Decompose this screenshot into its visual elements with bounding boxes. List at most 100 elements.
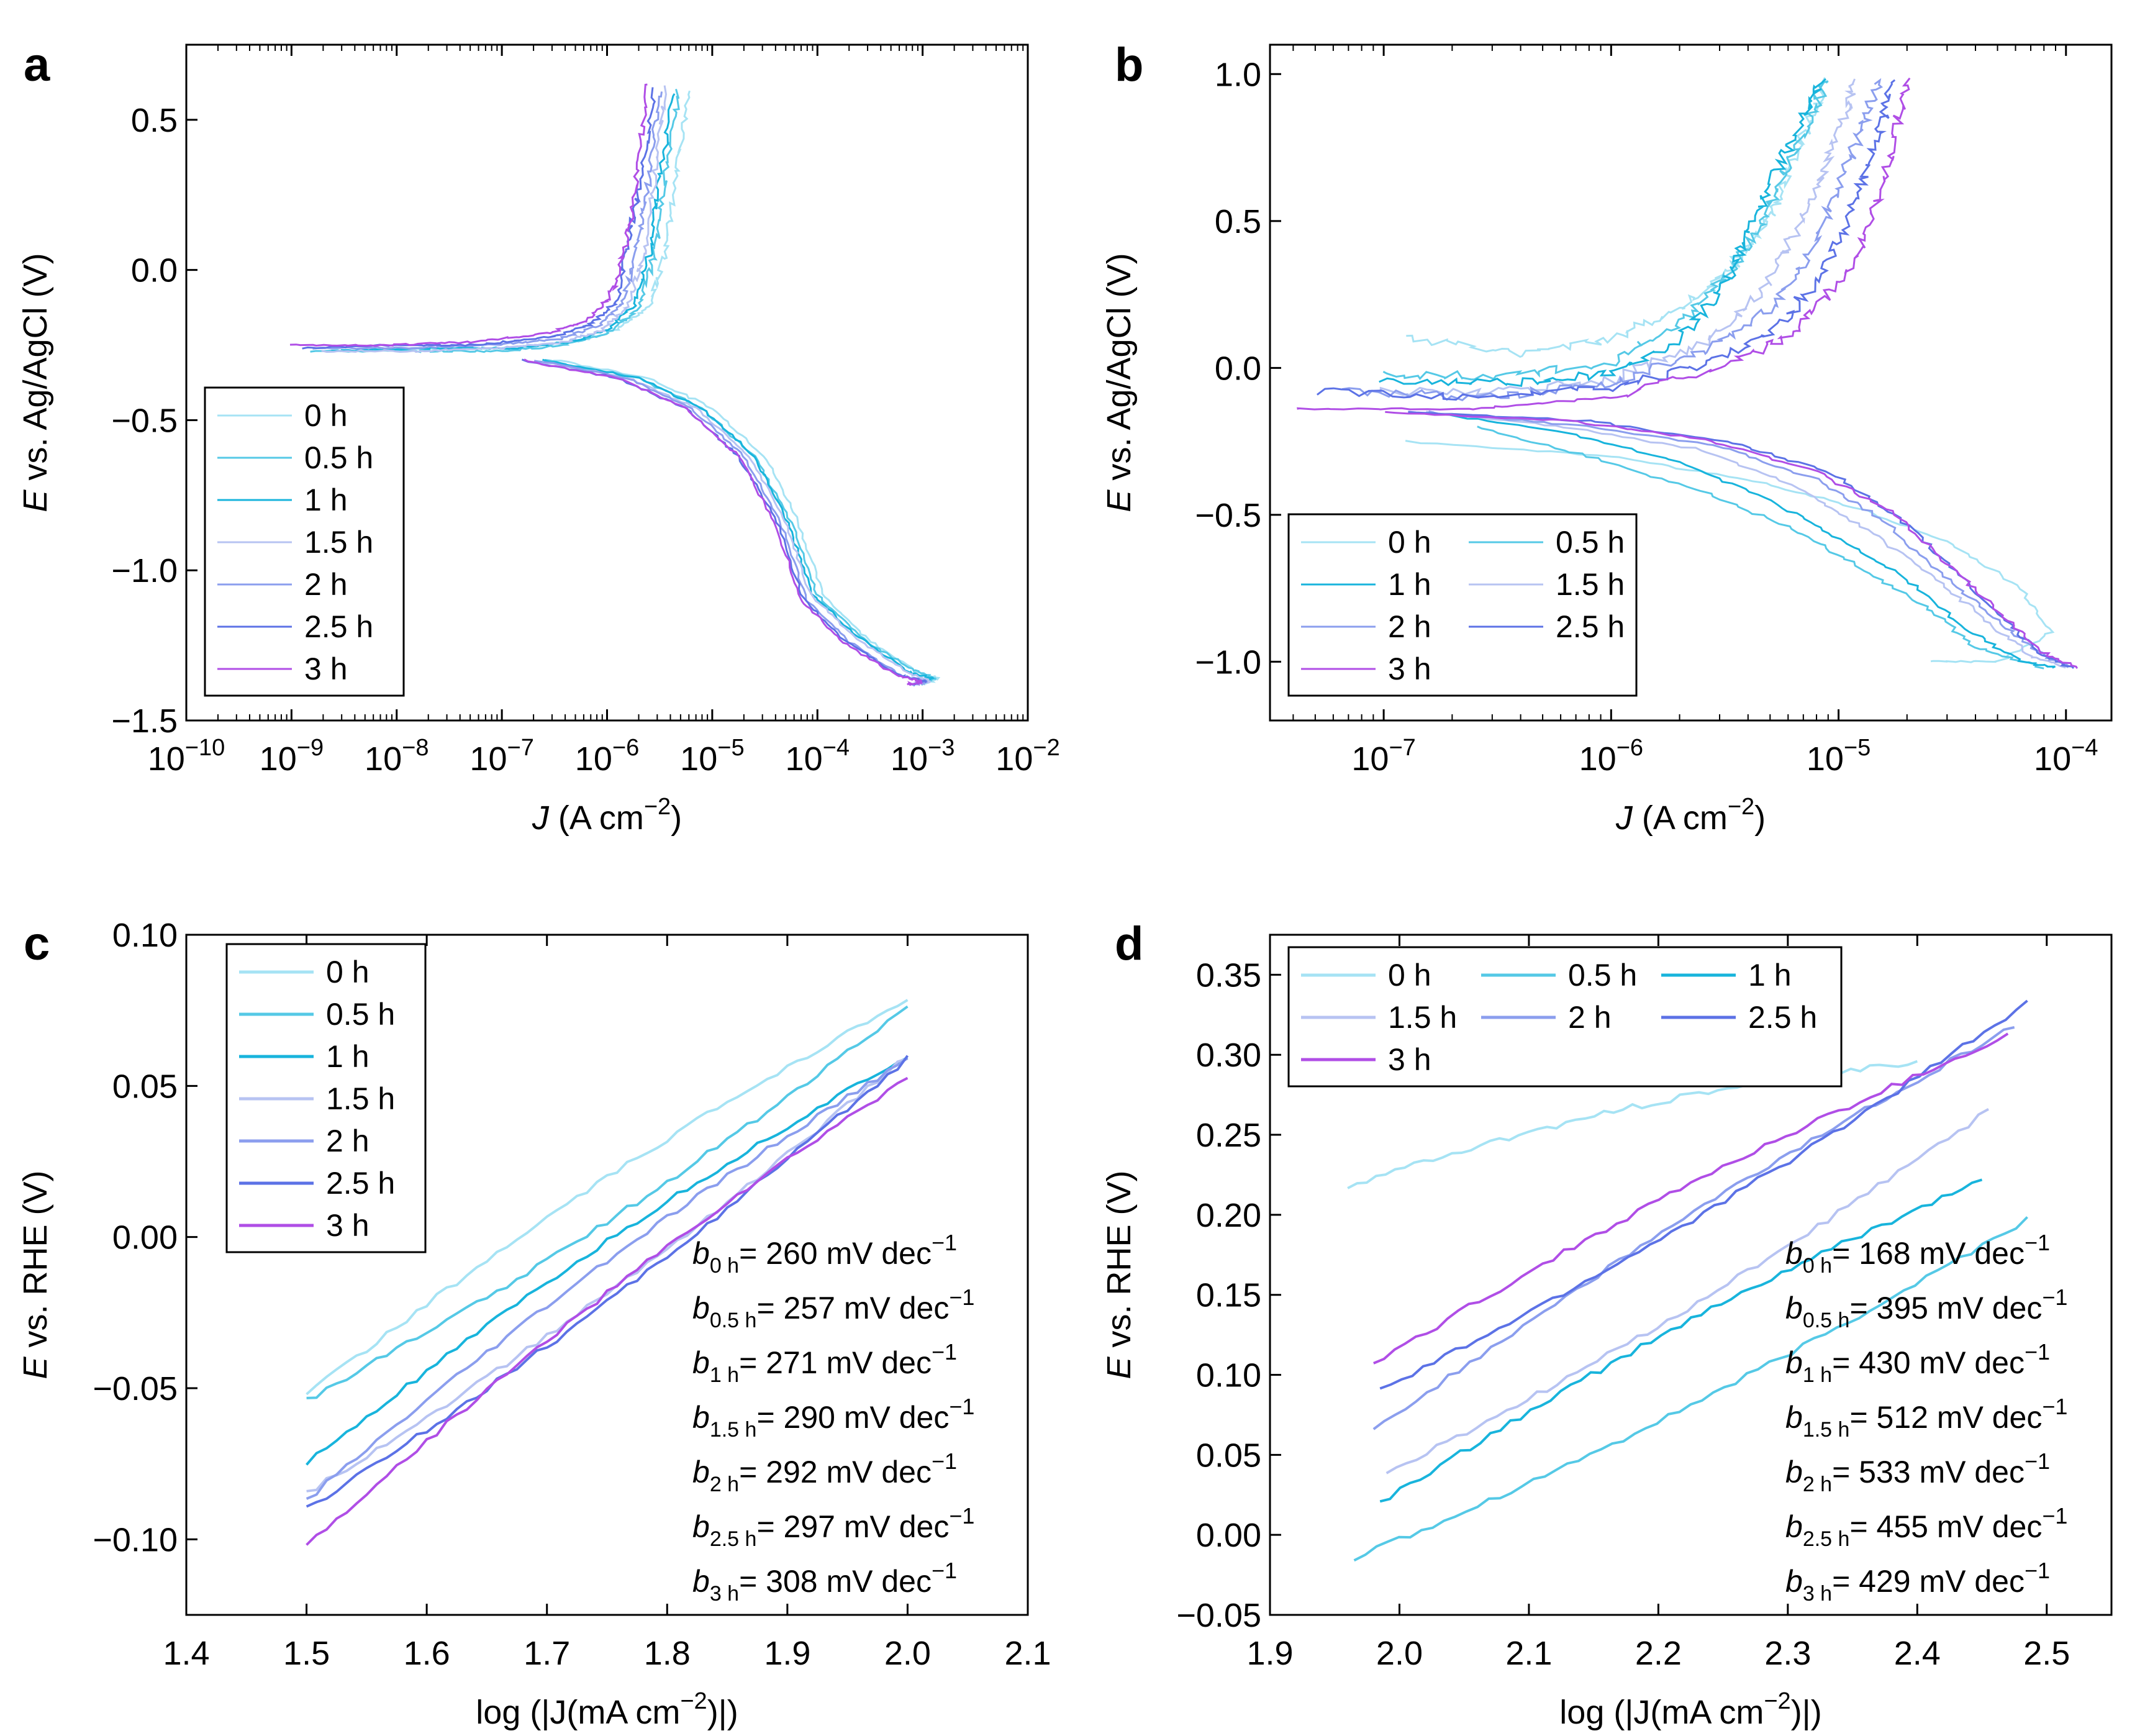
y-tick-label: 0.10 bbox=[112, 917, 178, 954]
tafel-slope-label: b3 h= 429 mV dec−1 bbox=[1785, 1558, 2050, 1606]
legend-label: 0.5 h bbox=[1568, 958, 1637, 993]
x-tick-label: 2.1 bbox=[1004, 1635, 1051, 1672]
series-line-15h bbox=[1385, 1107, 1989, 1475]
legend-label: 2.5 h bbox=[1556, 609, 1625, 644]
tafel-annotations: b0 h= 168 mV dec−1 b0.5 h= 395 mV dec−1 b1… bbox=[1785, 1230, 2067, 1606]
series-line-3h-anodic bbox=[1297, 77, 1911, 411]
x-tick-label: 10−4 bbox=[786, 735, 850, 778]
x-tick-label: 1.8 bbox=[644, 1635, 691, 1672]
chart-panel-d: d 1.9 2.0 2.1 2.2 2.3 2.4 2.5 −0.05 0.00 0.05 0.10 0… bbox=[1100, 917, 2113, 1731]
plot-frame bbox=[1269, 43, 2113, 722]
series-line-2h-cathodic bbox=[533, 360, 928, 687]
legend-box bbox=[1287, 946, 1843, 1088]
x-tick-label: 10−5 bbox=[680, 735, 744, 778]
series-line-25h-anodic bbox=[1316, 79, 1896, 401]
legend-label: 1.5 h bbox=[326, 1081, 395, 1116]
series-line-3h bbox=[306, 1076, 909, 1546]
tafel-slope-label: b2.5 h= 297 mV dec−1 bbox=[692, 1503, 974, 1551]
series-line-05h-anodic bbox=[310, 88, 680, 353]
legend-label: 2 h bbox=[304, 567, 348, 602]
legend-label: 1.5 h bbox=[304, 525, 373, 560]
x-tick-label: 10−4 bbox=[2034, 735, 2098, 778]
y-tick-label: 0.5 bbox=[131, 102, 178, 139]
y-tick-label: 0.5 bbox=[1215, 203, 1261, 240]
series-line-15h-anodic bbox=[321, 85, 668, 353]
series-line-05h-cathodic bbox=[1477, 425, 2044, 670]
x-tick-label: 10−7 bbox=[469, 735, 533, 778]
tafel-slope-label: b2.5 h= 455 mV dec−1 bbox=[1785, 1503, 2067, 1551]
series-line-3h bbox=[1373, 1032, 2009, 1365]
y-tick-label: 0.0 bbox=[131, 252, 178, 289]
y-axis-title: E vs. RHE (V) bbox=[17, 1170, 54, 1379]
panel-label: c bbox=[24, 917, 50, 970]
series-line-0h-cathodic bbox=[1405, 440, 2055, 663]
tafel-slope-label: b3 h= 308 mV dec−1 bbox=[692, 1558, 957, 1606]
series-line-25h-anodic bbox=[302, 87, 656, 350]
x-tick-label: 10−7 bbox=[1351, 735, 1415, 778]
legend-label: 0.5 h bbox=[326, 997, 395, 1032]
x-tick-label: 10−8 bbox=[365, 735, 429, 778]
series-line-1h-cathodic bbox=[1432, 411, 2056, 669]
legend-label: 1 h bbox=[1748, 958, 1792, 993]
tafel-slope-label: b1 h= 430 mV dec−1 bbox=[1785, 1339, 2050, 1387]
legend-label: 3 h bbox=[1388, 1042, 1431, 1077]
x-tick-label: 1.6 bbox=[404, 1635, 450, 1672]
legend-label: 2 h bbox=[326, 1124, 370, 1158]
y-tick-label: −1.5 bbox=[111, 702, 178, 740]
x-axis-title: J (A cm−2) bbox=[1615, 794, 1766, 837]
y-axis-title: E vs. Ag/AgCl (V) bbox=[17, 253, 54, 512]
y-tick-label: 0.30 bbox=[1196, 1037, 1261, 1074]
series-line-2h-cathodic bbox=[1428, 410, 2070, 668]
series-line-25h bbox=[1379, 999, 2028, 1390]
series-line-2h-anodic bbox=[312, 91, 663, 350]
legend-label: 0 h bbox=[326, 955, 370, 989]
x-tick-label: 10−6 bbox=[575, 735, 639, 778]
legend-label: 2.5 h bbox=[304, 609, 373, 644]
tafel-slope-label: b0.5 h= 257 mV dec−1 bbox=[692, 1284, 974, 1332]
x-tick-label: 1.7 bbox=[524, 1635, 570, 1672]
series-line-0h-cathodic bbox=[553, 360, 941, 686]
tafel-slope-label: b1.5 h= 512 mV dec−1 bbox=[1785, 1394, 2067, 1442]
legend: 0 h 0.5 h 1 h 1.5 h 2 h 2.5 h 3 h bbox=[1287, 946, 1843, 1088]
y-tick-label: 0.05 bbox=[112, 1068, 178, 1105]
legend-label: 0 h bbox=[304, 398, 348, 433]
panel-label: a bbox=[24, 39, 50, 91]
legend-label: 3 h bbox=[1388, 652, 1431, 686]
x-tick-label: 10−6 bbox=[1579, 735, 1643, 778]
legend: 0 h 0.5 h 1 h 1.5 h 2 h 2.5 h 3 h bbox=[225, 943, 427, 1253]
series-line-1h-anodic bbox=[1379, 78, 1826, 387]
panel-label: b bbox=[1115, 39, 1143, 91]
legend-label: 1.5 h bbox=[1556, 567, 1625, 602]
series-line-0h-anodic bbox=[365, 90, 691, 353]
chart-panel-b: b 10−7 10−6 10−5 10−4 −1.0 −0.5 0.0 0.5 1.0 J (A c… bbox=[1100, 39, 2113, 837]
y-tick-label: −0.05 bbox=[93, 1370, 178, 1407]
series-group bbox=[306, 999, 909, 1546]
series-group bbox=[1297, 77, 2079, 670]
x-tick-label: 10−10 bbox=[148, 735, 225, 778]
plot-frame bbox=[1269, 934, 2113, 1616]
legend-label: 1 h bbox=[326, 1039, 370, 1074]
tafel-slope-label: b2 h= 292 mV dec−1 bbox=[692, 1448, 957, 1496]
legend-label: 2 h bbox=[1568, 1000, 1612, 1035]
series-line-05h-cathodic bbox=[544, 358, 937, 686]
series-line-0h bbox=[306, 999, 909, 1396]
x-tick-label: 2.2 bbox=[1635, 1635, 1682, 1672]
y-tick-label: −0.5 bbox=[111, 402, 178, 439]
series-line-0h-anodic bbox=[1406, 77, 1826, 358]
series-line-15h-cathodic bbox=[535, 360, 932, 686]
x-tick-label: 2.0 bbox=[884, 1635, 931, 1672]
x-tick-label: 2.5 bbox=[2023, 1635, 2070, 1672]
y-tick-label: −0.05 bbox=[1176, 1597, 1261, 1634]
tafel-slope-label: b0 h= 260 mV dec−1 bbox=[692, 1230, 957, 1278]
y-axis-title: E vs. RHE (V) bbox=[1100, 1170, 1138, 1379]
x-axis-title: log (|J(mA cm−2)|) bbox=[1559, 1688, 1821, 1731]
x-tick-label: 2.0 bbox=[1376, 1635, 1423, 1672]
chart-panel-a: a 10−10 10−9 10−8 10−7 10−6 10−5 10−4 10−3 10−2 −1… bbox=[17, 39, 1060, 837]
series-line-3h-anodic bbox=[289, 83, 648, 347]
legend-label: 0 h bbox=[1388, 525, 1431, 560]
y-tick-label: −1.0 bbox=[111, 552, 178, 589]
series-line-15h-cathodic bbox=[1426, 411, 2066, 669]
x-tick-label: 2.4 bbox=[1894, 1635, 1941, 1672]
y-tick-label: 0.15 bbox=[1196, 1277, 1261, 1314]
